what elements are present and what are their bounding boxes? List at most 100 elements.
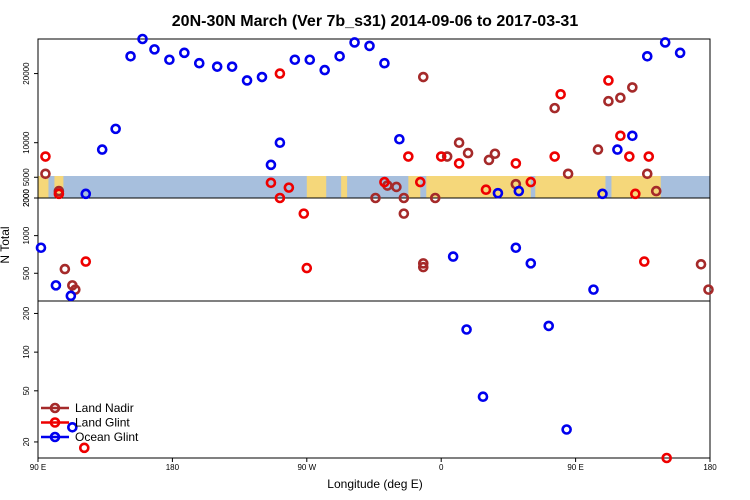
y-tick-label: 100 (22, 345, 31, 359)
legend-marker-land-nadir (49, 402, 61, 414)
land-glint-point (603, 75, 614, 86)
panel-frame (37, 300, 711, 459)
ocean-glint-point (394, 133, 405, 145)
ocean-glint-point (349, 37, 360, 48)
panel-frame (37, 38, 711, 199)
land-glint-point (480, 184, 492, 196)
land-glint-point (298, 208, 310, 219)
land-glint-point (453, 158, 465, 169)
ocean-glint-point (274, 137, 286, 148)
x-tick-label: 0 (439, 463, 444, 472)
y-tick-label: 500 (22, 266, 31, 280)
land-glint-point (615, 130, 626, 142)
land-glint-point (80, 256, 92, 267)
land-nadir-point (489, 148, 501, 160)
ocean-glint-point (334, 50, 345, 62)
ocean-glint-point (510, 242, 522, 254)
land-glint-point (274, 192, 286, 204)
land-nadir-point (549, 102, 560, 114)
land-glint-point (414, 176, 426, 188)
land-nadir-point (417, 261, 429, 273)
land-nadir-point (417, 258, 429, 269)
land-nadir-point (67, 280, 78, 291)
ocean-glint-point (447, 251, 459, 262)
land-nadir-point (650, 185, 662, 197)
land-nadir-point (40, 168, 51, 180)
x-tick-label: 180 (166, 463, 180, 472)
land-shape (611, 176, 661, 198)
land-nadir-point (398, 192, 410, 204)
land-glint-point (549, 151, 560, 162)
y-tick-label: 2000 (22, 189, 31, 207)
ocean-glint-point (241, 75, 253, 86)
y-tick-label: 20 (22, 437, 31, 446)
land-shape (341, 176, 348, 198)
land-nadir-point (603, 95, 614, 107)
x-axis: 90 E 180 90 W 0 90 E 180 (30, 458, 717, 472)
ocean-glint-point (50, 280, 62, 291)
ocean-glint-point (627, 130, 638, 142)
legend-label-ocean-glint: Ocean Glint (75, 430, 139, 444)
x-tick-label: 90 W (297, 463, 316, 472)
land-glint-point (283, 182, 295, 193)
x-tick-label: 90 E (567, 463, 583, 472)
y-tick-label: 5000 (22, 168, 31, 186)
ocean-glint-point (379, 57, 390, 69)
ocean-glint-point (193, 57, 205, 69)
land-nadir-point (441, 151, 453, 162)
land-nadir-point (615, 92, 626, 104)
ocean-glint-point (492, 187, 504, 199)
y-tick-label: 10000 (22, 131, 31, 154)
land-nadir-point (592, 144, 604, 155)
land-glint-point (379, 176, 390, 188)
ocean-glint-point (179, 47, 190, 59)
y-axis-label: N Total (0, 226, 12, 263)
ocean-glint-point (304, 54, 316, 66)
legend-marker-land-glint (49, 417, 61, 428)
land-glint-point (40, 151, 51, 162)
land-nadir-point (429, 192, 441, 204)
land-glint-point (53, 188, 65, 200)
land-nadir-point (483, 154, 495, 166)
land-shape (408, 176, 421, 198)
land-glint-point (274, 68, 286, 79)
ocean-glint-point (149, 44, 160, 55)
y-tick-label: 50 (22, 386, 31, 395)
y-tick-label: 2000 (22, 189, 31, 207)
legend-label-land-glint: Land Glint (75, 416, 130, 430)
ocean-glint-point (364, 40, 375, 52)
land-nadir-point (370, 192, 381, 204)
land-nadir-point (695, 258, 707, 270)
ocean-glint-point (110, 123, 121, 135)
ocean-glint-point (461, 324, 472, 335)
chart-title: 20N-30N March (Ver 7b_s31) 2014-09-06 to… (172, 13, 579, 30)
ocean-glint-point (164, 54, 175, 66)
world-map-strip (38, 176, 710, 198)
land-glint-point (661, 452, 672, 464)
land-nadir-point (462, 147, 474, 159)
y-tick-label: 200 (22, 306, 31, 320)
land-glint-point (638, 256, 650, 267)
land-glint-point (525, 176, 537, 188)
legend-label-land-nadir: Land Nadir (75, 401, 134, 415)
land-glint-point (555, 89, 566, 100)
ocean-glint-point (588, 284, 599, 295)
x-tick-label: 180 (703, 463, 717, 472)
legend-marker-ocean-glint (49, 431, 61, 443)
land-shape (306, 176, 327, 198)
ocean-glint-point (612, 144, 623, 155)
ocean-glint-point (265, 159, 277, 171)
ocean-glint-point (319, 64, 331, 76)
ocean-glint-point (125, 50, 136, 62)
ocean-glint-point (67, 422, 78, 433)
land-glint-point (435, 151, 447, 162)
land-nadir-point (398, 208, 410, 219)
land-shape (38, 176, 49, 198)
ocean-glint-point (543, 320, 555, 332)
ocean-glint-point (561, 424, 572, 435)
land-glint-point (643, 151, 655, 162)
ocean-glint-point (674, 47, 686, 59)
